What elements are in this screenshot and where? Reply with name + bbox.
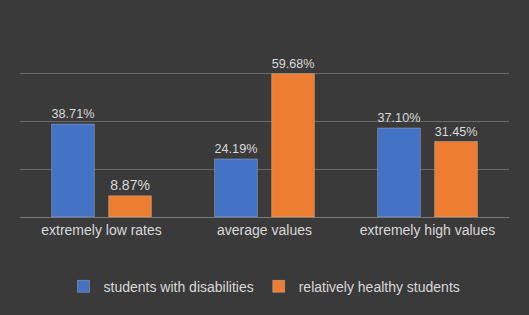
- svg-text:8.87%: 8.87%: [110, 177, 150, 193]
- svg-text:average values: average values: [217, 222, 312, 238]
- svg-text:relatively healthy students: relatively healthy students: [299, 279, 460, 295]
- svg-text:38.71%: 38.71%: [52, 107, 95, 121]
- svg-text:37.10%: 37.10%: [378, 111, 421, 125]
- svg-text:59.68%: 59.68%: [272, 57, 315, 71]
- svg-text:students with disabilities: students with disabilities: [104, 279, 254, 295]
- svg-text:31.45%: 31.45%: [435, 125, 478, 139]
- svg-text:24.19%: 24.19%: [215, 142, 258, 156]
- svg-text:extremely high values: extremely high values: [360, 222, 495, 238]
- svg-text:extremely low rates: extremely low rates: [41, 222, 162, 238]
